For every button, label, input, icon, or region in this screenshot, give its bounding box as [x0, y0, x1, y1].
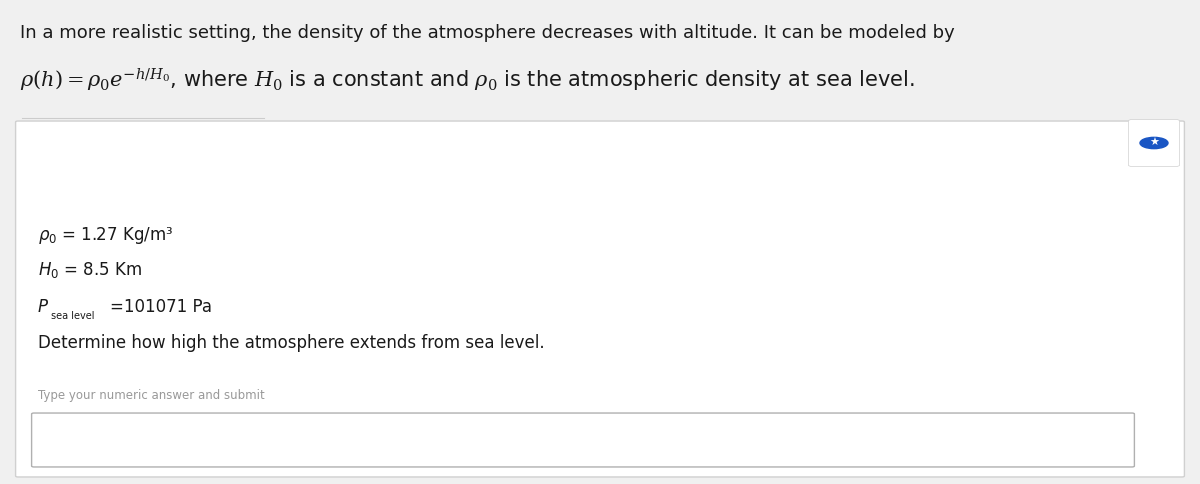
Text: Determine how high the atmosphere extends from sea level.: Determine how high the atmosphere extend… [38, 334, 545, 352]
Text: P: P [38, 298, 48, 316]
Text: $\rho(h) = \rho_0 e^{-h/H_0}$, where $H_0$ is a constant and $\rho_0$ is the atm: $\rho(h) = \rho_0 e^{-h/H_0}$, where $H_… [20, 66, 914, 93]
Text: $\rho_0$ = 1.27 Kg/m³: $\rho_0$ = 1.27 Kg/m³ [38, 225, 173, 245]
FancyBboxPatch shape [31, 413, 1134, 467]
Text: $H_0$ = 8.5 Km: $H_0$ = 8.5 Km [38, 260, 143, 280]
FancyBboxPatch shape [16, 121, 1184, 477]
Circle shape [1140, 137, 1168, 149]
Text: =101071 Pa: =101071 Pa [110, 298, 212, 316]
FancyBboxPatch shape [0, 0, 1200, 225]
FancyBboxPatch shape [1128, 120, 1180, 166]
Text: ★: ★ [1150, 138, 1159, 148]
Text: In a more realistic setting, the density of the atmosphere decreases with altitu: In a more realistic setting, the density… [20, 24, 955, 42]
Text: Type your numeric answer and submit: Type your numeric answer and submit [38, 389, 265, 402]
Text: sea level: sea level [52, 311, 95, 321]
